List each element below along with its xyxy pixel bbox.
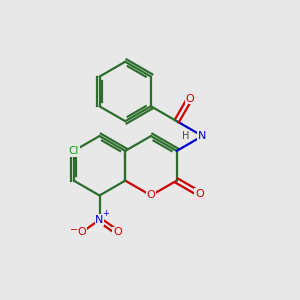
Text: N: N xyxy=(198,131,207,141)
Text: +: + xyxy=(103,209,110,218)
Text: N: N xyxy=(95,215,104,225)
Text: Cl: Cl xyxy=(69,146,79,156)
Text: O: O xyxy=(77,227,86,237)
Text: O: O xyxy=(113,227,122,237)
Text: O: O xyxy=(185,94,194,103)
Text: O: O xyxy=(195,189,204,199)
Text: O: O xyxy=(147,190,155,200)
Text: H: H xyxy=(182,131,190,141)
Text: −: − xyxy=(70,225,78,235)
